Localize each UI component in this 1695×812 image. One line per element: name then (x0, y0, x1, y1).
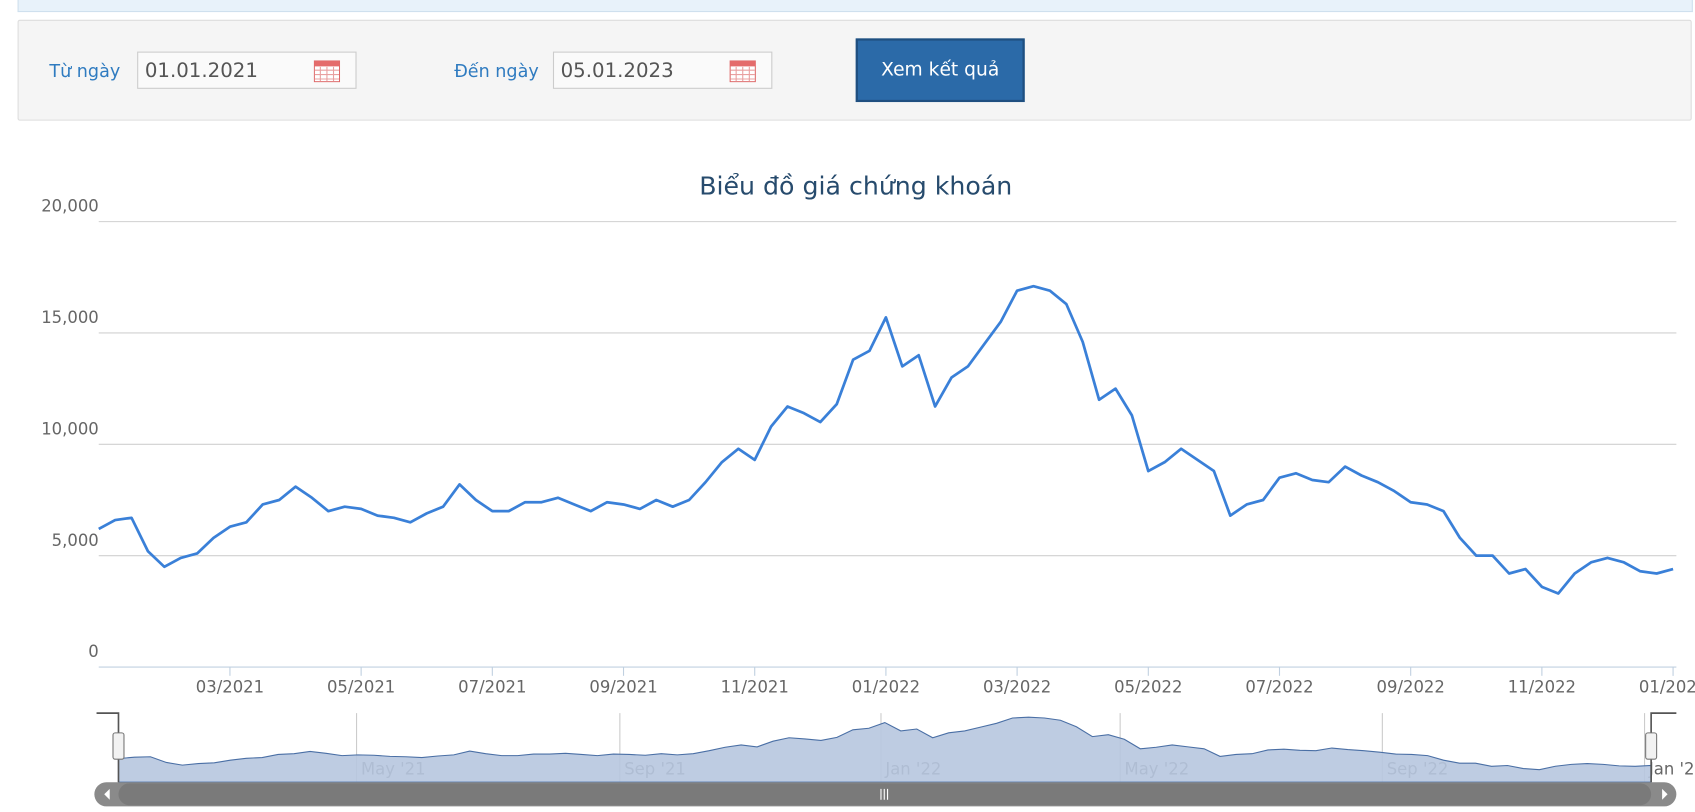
x-tick-label: 01/2023 (1639, 677, 1695, 696)
x-tick-label: 07/2021 (458, 677, 526, 696)
y-tick-label: 5,000 (52, 531, 99, 550)
scrollbar-grip (880, 788, 889, 800)
y-tick-label: 0 (88, 642, 98, 661)
calendar-icon[interactable] (729, 60, 756, 83)
submit-button[interactable]: Xem kết quả (855, 38, 1025, 103)
to-input[interactable]: 05.01.2023 (552, 51, 773, 89)
from-input[interactable]: 01.01.2021 (137, 51, 357, 89)
x-tick-label: 09/2022 (1377, 677, 1445, 696)
x-tick-label: 07/2022 (1245, 677, 1313, 696)
x-tick-label: 05/2021 (327, 677, 395, 696)
navigator-handle[interactable] (112, 732, 125, 760)
navigator-handle[interactable] (1645, 732, 1658, 760)
x-tick-label: 05/2022 (1114, 677, 1182, 696)
to-value: 05.01.2023 (560, 59, 674, 83)
calendar-icon[interactable] (313, 60, 341, 83)
navigator-area (117, 716, 1652, 783)
date-form: Từ ngày 01.01.2021 Đến ngày 05.01.2023 X… (17, 19, 1692, 121)
x-tick-label: 09/2021 (589, 677, 657, 696)
y-tick-label: 15,000 (41, 308, 99, 327)
y-tick-label: 10,000 (41, 419, 99, 438)
x-tick-label: 01/2022 (852, 677, 920, 696)
chart: Biểu đồ giá chứng khoán 0 5,000 10,000 15,0… (41, 172, 1695, 807)
x-tick-label: 03/2021 (196, 677, 264, 696)
navigator-label: Jan '2 (1648, 760, 1695, 779)
chart-title: Biểu đồ giá chứng khoán (699, 172, 1012, 201)
x-tick-label: 11/2021 (721, 677, 789, 696)
top-strip (17, 0, 1693, 13)
to-label: Đến ngày (454, 60, 539, 82)
x-tick-label: 11/2022 (1508, 677, 1576, 696)
y-tick-label: 20,000 (41, 197, 99, 216)
price-line (98, 284, 1674, 595)
from-label: Từ ngày (49, 60, 121, 82)
x-tick-label: 03/2022 (983, 677, 1051, 696)
from-value: 01.01.2021 (144, 59, 258, 83)
